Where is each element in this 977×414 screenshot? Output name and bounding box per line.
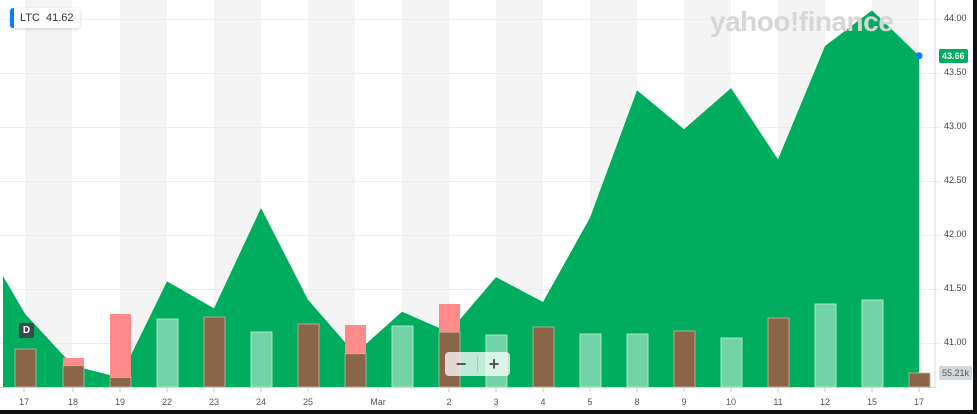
volume-tag: 55.21k bbox=[939, 366, 973, 380]
x-tick-label: 19 bbox=[114, 397, 126, 407]
volume-bar-up[interactable] bbox=[626, 333, 649, 388]
y-tick-label: 41.00 bbox=[944, 337, 967, 347]
volume-bar-up[interactable] bbox=[579, 333, 602, 388]
frame-border-right bbox=[973, 0, 977, 414]
volume-bar-up[interactable] bbox=[861, 299, 884, 388]
volume-bar-down-overlap bbox=[908, 372, 931, 388]
volume-bar-up[interactable] bbox=[250, 331, 273, 388]
volume-bar-down-overlap bbox=[532, 326, 555, 388]
y-tick-label: 44.00 bbox=[944, 13, 967, 23]
x-tick-label: 23 bbox=[208, 397, 220, 407]
y-tick-label: 42.50 bbox=[944, 175, 967, 185]
volume-bar-down[interactable] bbox=[110, 314, 131, 387]
legend-value: 41.62 bbox=[45, 12, 74, 24]
x-tick-label: 24 bbox=[255, 397, 267, 407]
x-tick-label: Mar bbox=[370, 397, 386, 407]
x-tick-label: 22 bbox=[161, 397, 173, 407]
x-tick-label: 2 bbox=[446, 397, 452, 407]
zoom-out-button[interactable]: − bbox=[455, 353, 467, 374]
x-tick-label: 15 bbox=[866, 397, 878, 407]
y-tick-label: 42.00 bbox=[944, 229, 967, 239]
volume-bar-up[interactable] bbox=[814, 303, 837, 388]
volume-bar-up[interactable] bbox=[720, 337, 743, 388]
zoom-in-button[interactable]: + bbox=[488, 353, 500, 374]
volume-bar-up[interactable] bbox=[391, 325, 414, 388]
last-price-tag: 43.66 bbox=[939, 49, 968, 63]
x-tick-label: 10 bbox=[725, 397, 737, 407]
x-tick-label: 25 bbox=[302, 397, 314, 407]
legend-color-swatch bbox=[10, 8, 14, 28]
volume-bar-down-overlap bbox=[344, 353, 367, 388]
legend-symbol: LTC bbox=[20, 12, 40, 24]
x-tick-label: 3 bbox=[493, 397, 499, 407]
y-tick-label: 43.50 bbox=[944, 67, 967, 77]
volume-bar-down-overlap bbox=[14, 348, 37, 388]
price-area bbox=[3, 10, 919, 388]
volume-bar-down-overlap bbox=[203, 316, 226, 388]
x-tick-label: 11 bbox=[773, 397, 783, 407]
volume-bar-down-overlap bbox=[109, 377, 132, 388]
x-tick-marks bbox=[23, 388, 920, 392]
x-tick-label: 12 bbox=[819, 397, 831, 407]
frame-border-bottom bbox=[0, 410, 977, 414]
y-tick-label: 43.00 bbox=[944, 121, 967, 131]
volume-bar-down-overlap bbox=[767, 317, 790, 388]
volume-bar-down-overlap bbox=[297, 323, 320, 388]
yahoo-finance-watermark: yahoo!finance bbox=[710, 6, 894, 37]
x-tick-label: 8 bbox=[634, 397, 640, 407]
volume-bar-down-overlap bbox=[62, 365, 85, 388]
volume-bar-down-overlap bbox=[673, 330, 696, 388]
x-tick-label: 17 bbox=[913, 397, 925, 407]
volume-bar-up[interactable] bbox=[156, 318, 179, 388]
interval-badge[interactable]: D bbox=[19, 323, 34, 338]
x-tick-label: 17 bbox=[18, 397, 30, 407]
last-point-marker bbox=[915, 52, 923, 60]
x-tick-label: 4 bbox=[540, 397, 546, 407]
x-tick-label: 9 bbox=[681, 397, 687, 407]
y-tick-label: 41.50 bbox=[944, 283, 967, 293]
zoom-controls: − + bbox=[445, 352, 510, 376]
x-tick-label: 18 bbox=[67, 397, 79, 407]
x-tick-label: 5 bbox=[587, 397, 593, 407]
symbol-legend[interactable]: LTC 41.62 bbox=[10, 8, 80, 28]
zoom-separator bbox=[477, 356, 478, 372]
